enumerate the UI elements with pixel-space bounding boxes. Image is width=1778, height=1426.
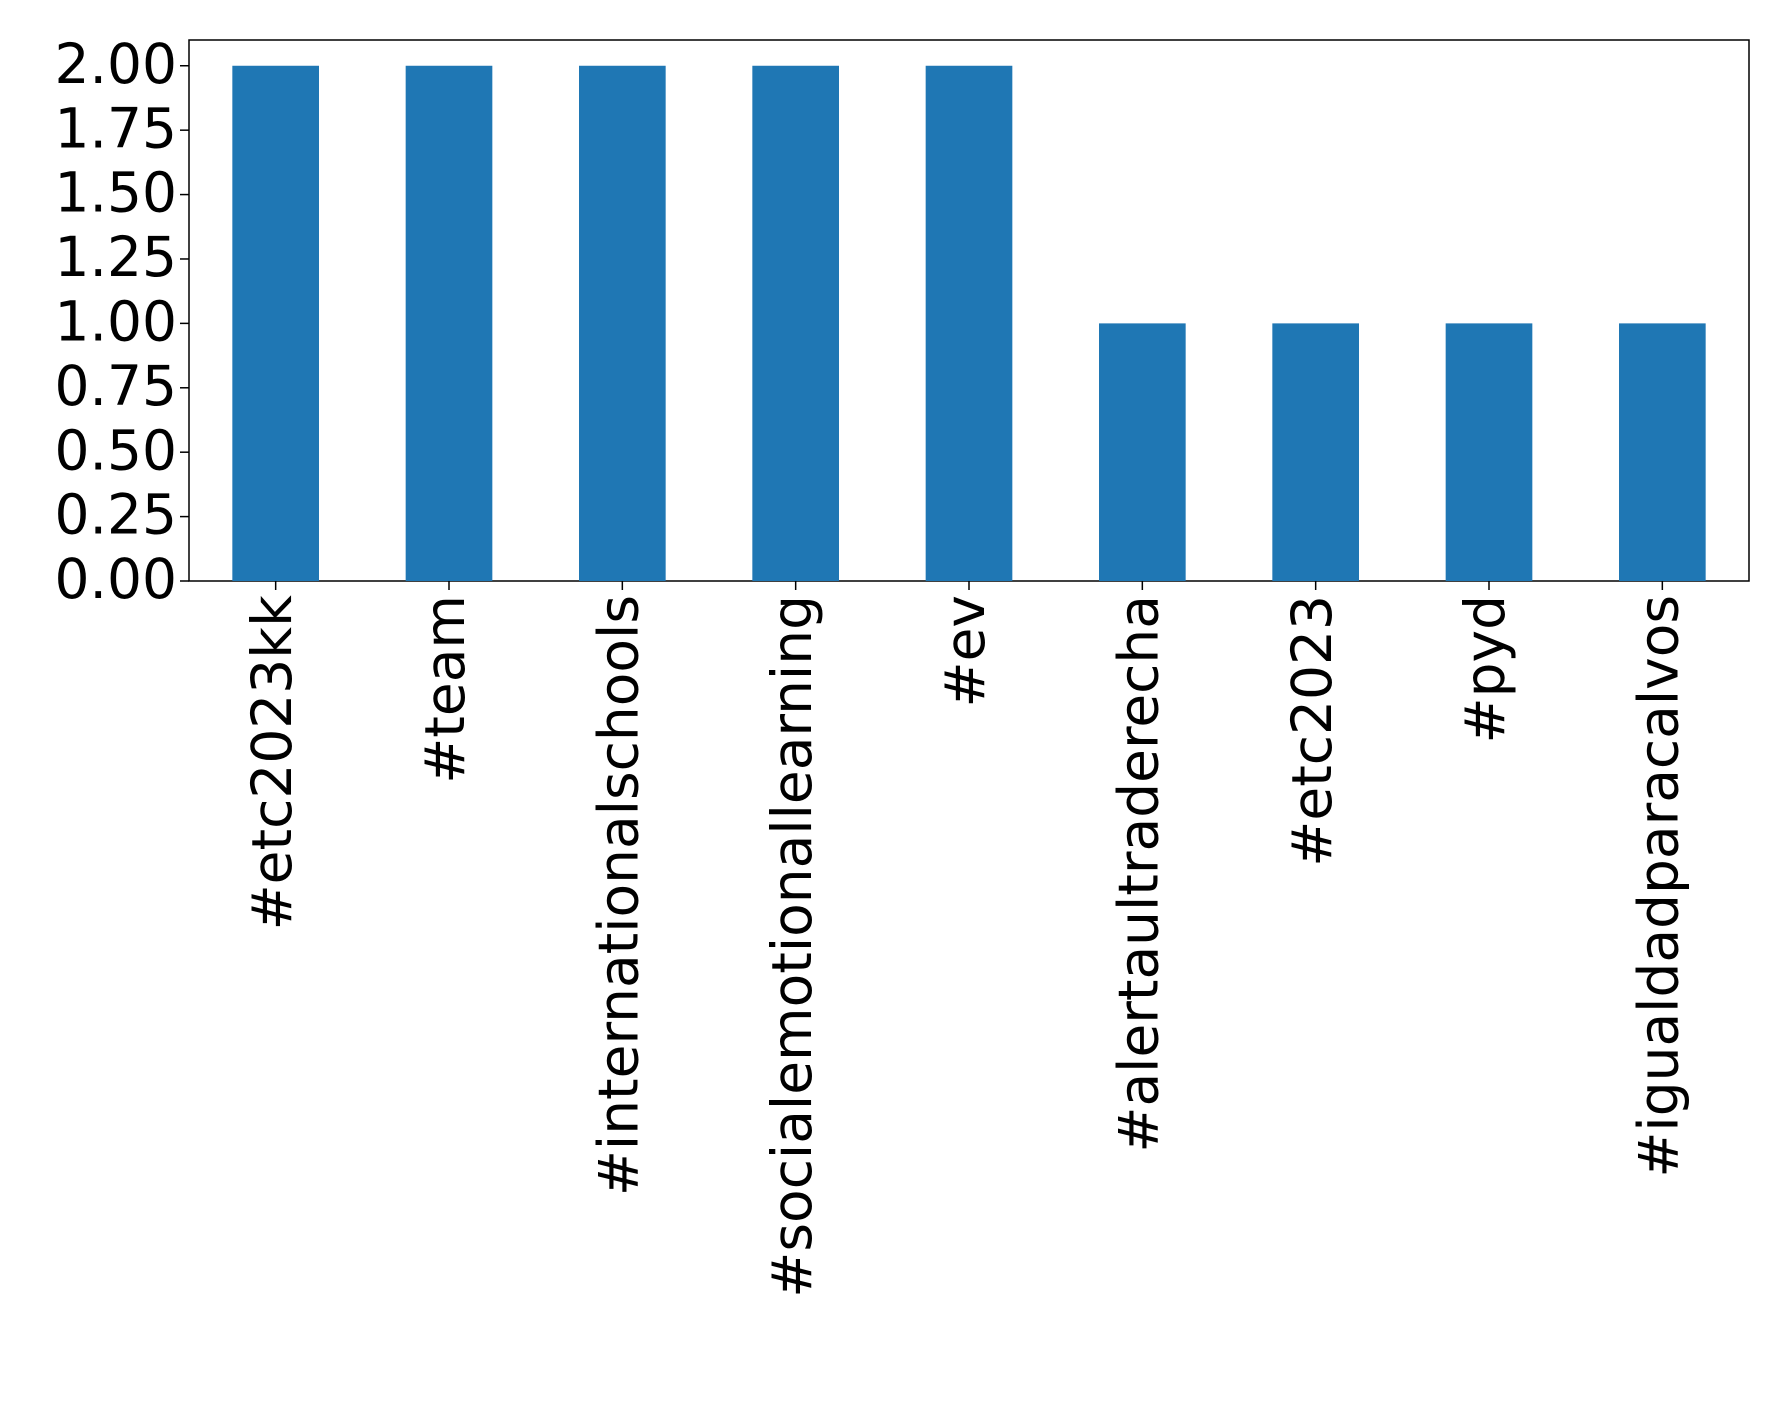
y-tick-label: 1.75 <box>55 96 177 160</box>
y-tick-label: 0.25 <box>55 483 177 547</box>
bar <box>1099 323 1186 581</box>
x-tick-label: #etc2023 <box>1280 595 1344 867</box>
y-tick-label: 1.00 <box>55 290 177 354</box>
y-tick-label: 0.75 <box>55 354 177 418</box>
bar <box>579 65 666 581</box>
x-tick-label: #internationalschools <box>586 595 650 1196</box>
bar <box>232 65 319 581</box>
x-tick-label: #socialemotionallearning <box>760 595 824 1298</box>
x-tick-label: #etc2023kk <box>240 595 304 931</box>
bar <box>925 65 1013 581</box>
y-tick-label: 2.00 <box>55 32 177 96</box>
bar <box>405 65 493 581</box>
y-tick-label: 0.00 <box>55 547 177 611</box>
y-tick-label: 0.50 <box>55 418 177 482</box>
bar <box>752 65 839 581</box>
bar <box>1445 323 1533 581</box>
y-tick-label: 1.25 <box>55 225 177 289</box>
bar <box>1619 323 1706 581</box>
x-tick-label: #ev <box>933 595 997 707</box>
y-tick-label: 1.50 <box>55 161 177 225</box>
bar <box>1272 323 1359 581</box>
x-tick-label: #team <box>413 595 477 784</box>
x-tick-label: #alertaultraderecha <box>1106 595 1170 1153</box>
x-tick-label: #igualdadparacalvos <box>1626 595 1690 1178</box>
x-tick-label: #pyd <box>1453 595 1517 743</box>
